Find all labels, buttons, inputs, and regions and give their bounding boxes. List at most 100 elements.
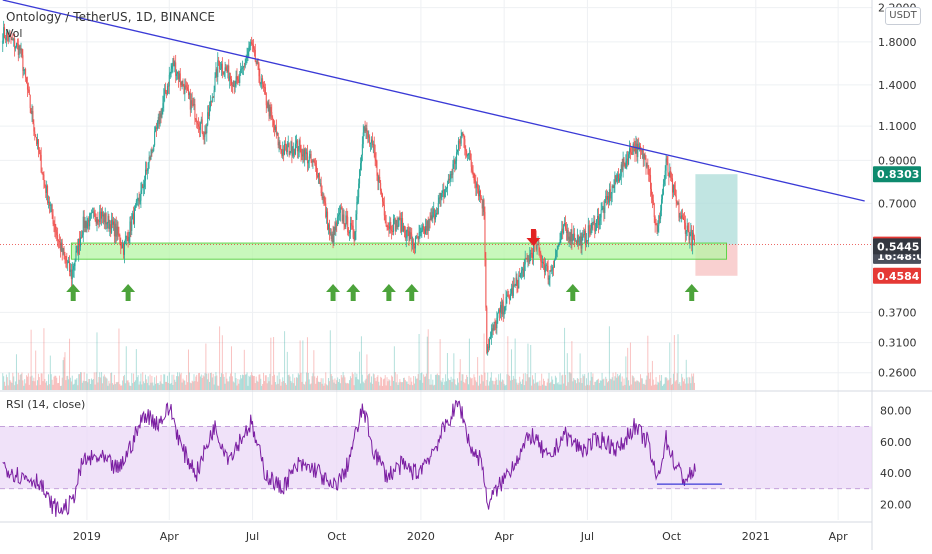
candle-body (213, 90, 215, 98)
candle-body (295, 140, 297, 144)
candle-body (37, 139, 39, 150)
volume-bar (178, 372, 180, 390)
volume-bar (545, 385, 547, 390)
candle-body (12, 38, 14, 41)
volume-bar (500, 381, 502, 390)
candle-body (221, 63, 223, 72)
candle-body (437, 203, 439, 214)
volume-bar (289, 376, 291, 390)
candle-body (308, 156, 310, 162)
candle-body (245, 58, 247, 63)
candle-body (107, 216, 109, 224)
volume-bar (239, 379, 241, 390)
volume-bar (607, 381, 609, 390)
candle-body (401, 218, 403, 232)
volume-bar (521, 379, 523, 390)
candle-body (117, 226, 119, 235)
volume-bar (41, 373, 43, 390)
volume-bar (204, 373, 206, 390)
volume-bar (158, 384, 160, 390)
volume-bar (40, 373, 42, 390)
volume-bar (284, 331, 286, 390)
candle-body (455, 161, 457, 164)
volume-bar (645, 379, 647, 390)
volume-bar (373, 374, 375, 390)
candle-body (206, 125, 208, 134)
candle-body (468, 153, 470, 154)
volume-bar (128, 382, 130, 390)
volume-bar (371, 383, 373, 390)
volume-bar (672, 383, 674, 390)
volume-bar (217, 385, 219, 390)
candle-body (653, 203, 655, 217)
volume-bar (383, 378, 385, 390)
candle-body (355, 214, 357, 232)
volume-bar (476, 382, 478, 390)
candle-body (432, 211, 434, 219)
volume-bar (644, 384, 646, 390)
volume-bar (564, 374, 566, 390)
volume-bar (381, 385, 383, 390)
volume-bar (168, 372, 170, 390)
candle-body (116, 226, 118, 237)
volume-bar (149, 374, 151, 390)
volume-bar (54, 375, 56, 390)
volume-bar (68, 379, 70, 390)
candle-body (581, 236, 583, 249)
candle-body (521, 268, 523, 271)
candle-body (492, 328, 494, 331)
volume-bar (292, 374, 294, 390)
candle-body (552, 267, 554, 270)
volume-bar (415, 378, 417, 390)
candle-body (467, 155, 469, 157)
candle-body (441, 190, 443, 194)
volume-bar (375, 381, 377, 390)
candle-body (27, 89, 29, 91)
volume-bar (628, 380, 630, 390)
volume-bar (560, 384, 562, 390)
volume-bar (419, 380, 421, 390)
volume-bar (665, 377, 667, 390)
volume-bar (584, 374, 586, 390)
candle-body (508, 295, 510, 297)
candle-body (565, 228, 567, 233)
volume-bar (341, 377, 343, 390)
volume-bar (173, 374, 175, 390)
volume-bar (531, 385, 533, 390)
candle-body (296, 140, 298, 152)
volume-bar (209, 381, 211, 390)
candle-body (65, 256, 67, 261)
candle-body (323, 196, 325, 202)
price-tick-label: 0.3100 (878, 337, 917, 350)
candle-body (15, 47, 17, 49)
candle-body (198, 126, 200, 130)
candle-body (10, 35, 12, 41)
candle-body (168, 74, 170, 87)
candle-body (37, 139, 39, 145)
candle-body (202, 132, 204, 136)
volume-bar (403, 377, 405, 390)
candle-body (136, 198, 138, 201)
volume-bar (650, 372, 652, 390)
volume-bar (35, 350, 37, 390)
volume-bar (43, 328, 45, 390)
volume-bar (325, 372, 327, 390)
time-tick-label: Apr (160, 530, 180, 543)
candle-body (235, 76, 237, 86)
up-arrow-icon (66, 284, 81, 301)
candle-body (329, 232, 331, 234)
candle-body (15, 42, 17, 48)
candle-body (580, 236, 582, 249)
currency-button[interactable]: USDT (885, 7, 921, 25)
candle-body (284, 144, 286, 155)
volume-bar (643, 383, 645, 390)
candle-body (345, 215, 347, 227)
volume-bar (198, 372, 200, 390)
volume-bar (269, 373, 271, 390)
volume-bar (347, 382, 349, 390)
volume-bar (386, 377, 388, 390)
candle-body (406, 229, 408, 238)
candle-body (521, 270, 523, 274)
